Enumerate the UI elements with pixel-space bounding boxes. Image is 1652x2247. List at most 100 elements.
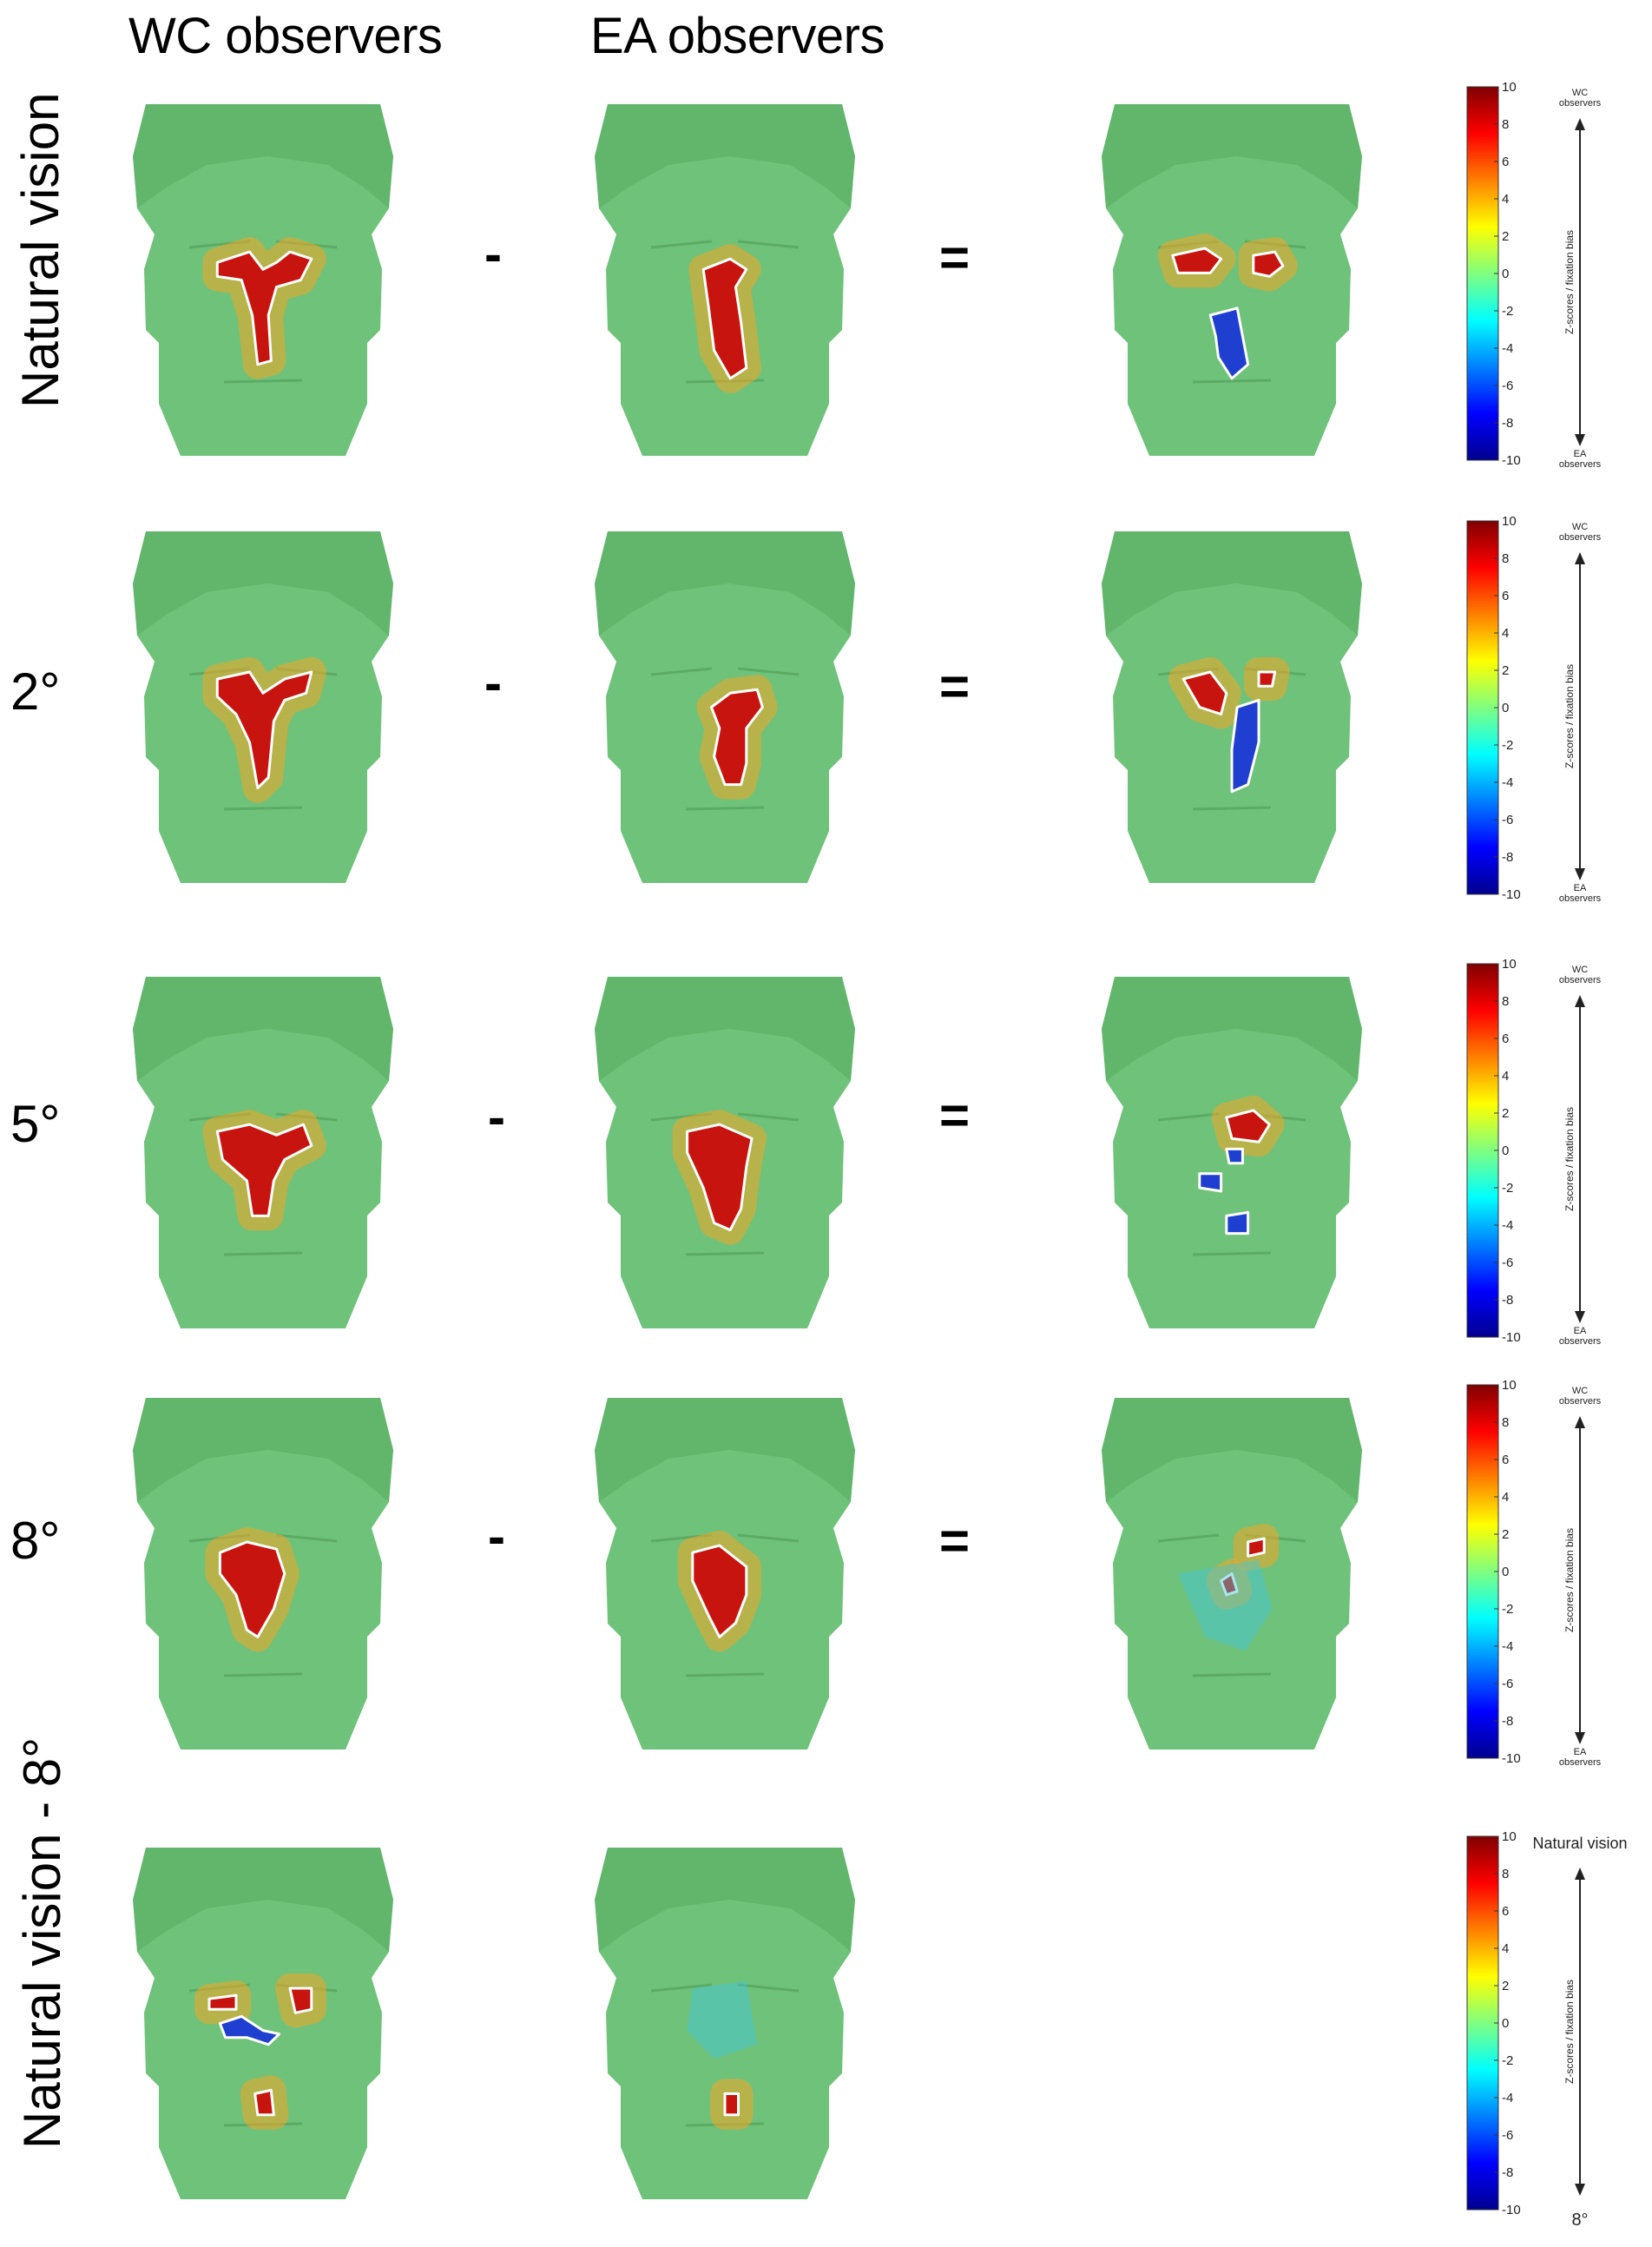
facial-feature-line: [223, 1251, 303, 1256]
colorbar-top-label: observers: [1559, 975, 1602, 985]
facial-feature-line: [650, 667, 713, 676]
colorbar-tick-label: -8: [1502, 416, 1513, 431]
hair-region: [133, 1398, 393, 1502]
facial-feature-line: [685, 1672, 765, 1677]
colorbar-bottom-label: EA: [1574, 1326, 1587, 1336]
wc-fixation-map: [133, 1398, 393, 1749]
significant-region-hot: [215, 250, 313, 366]
significant-region-hot: [686, 1123, 754, 1232]
row-label-8deg: 8°: [10, 1512, 61, 1570]
colorbar: 10 8 6 4 2 0 -2 -4 -6 -8 -10 Z-scores / fixation bi…: [1466, 1829, 1641, 2240]
colorbar-tick-label: 4: [1502, 192, 1509, 207]
hair-region: [595, 1398, 855, 1502]
facial-feature-line: [1157, 1112, 1220, 1122]
hair-region: [595, 977, 855, 1081]
significant-region-hot: [1247, 1537, 1266, 1558]
hair-region: [133, 977, 393, 1081]
equals-operator: =: [939, 1086, 971, 1144]
ea-fixation-map: [595, 104, 855, 456]
colorbar-axis-label: Z-scores / fixation bias: [1563, 230, 1576, 334]
significant-region-hot: [723, 2092, 740, 2117]
significant-region-hot: [215, 1123, 313, 1217]
cool-region: [687, 1980, 758, 2059]
colorbar-gradient: [1466, 520, 1499, 895]
colorbar-tick-label: -4: [1502, 1218, 1513, 1233]
ea-fixation-map: [595, 531, 855, 883]
hair-region: [595, 1848, 855, 1952]
colorbar-bottom-label: EA: [1574, 449, 1587, 459]
hair-region: [1102, 977, 1362, 1081]
colorbar-gradient: [1466, 1835, 1499, 2211]
colorbar-tick-label: -6: [1502, 813, 1513, 827]
colorbar-tick-label: -4: [1502, 2091, 1513, 2105]
ea-fixation-map: [595, 1398, 855, 1749]
colorbar-tick-label: -6: [1502, 379, 1513, 393]
face-silhouette: [133, 1848, 393, 2199]
colorbar-tick-label: -2: [1502, 2053, 1513, 2068]
colorbar-top-label: Natural vision: [1532, 1835, 1627, 1852]
colorbar-tick-label: 2: [1502, 1106, 1509, 1121]
colorbar-tick-label: -8: [1502, 850, 1513, 865]
colorbar-tick-label: -2: [1502, 1181, 1513, 1196]
facial-feature-line: [1192, 379, 1272, 384]
colorbar-tick-label: 8: [1502, 1867, 1509, 1881]
wc-fixation-map: [133, 1848, 393, 2199]
colorbar-tick-label: -2: [1502, 1602, 1513, 1617]
colorbar: 10 8 6 4 2 0 -2 -4 -6 -8 -10 Z-scores / fixation bi…: [1466, 80, 1641, 491]
significant-region-hot: [710, 688, 764, 787]
significant-region-cold: [218, 2014, 281, 2046]
significant-region-hot: [1181, 670, 1228, 716]
arrow-head-up: [1575, 552, 1585, 564]
colorbar-tick-label: -2: [1502, 304, 1513, 319]
arrow-head-down: [1575, 434, 1585, 446]
colorbar-tick-label: 4: [1502, 1490, 1509, 1505]
colorbar-axis-label: Z-scores / fixation bias: [1563, 1107, 1576, 1211]
facial-feature-line: [275, 1533, 338, 1543]
row-label-2deg: 2°: [10, 662, 61, 721]
cool-region: [1178, 1559, 1273, 1651]
colorbar-top-label: observers: [1559, 532, 1602, 543]
colorbar-tick-label: -10: [1502, 2203, 1521, 2217]
facial-feature-line: [223, 1672, 303, 1677]
colorbar-tick-label: -6: [1502, 1255, 1513, 1270]
significant-region-hot: [207, 1993, 238, 2011]
arrow-head-up: [1575, 1416, 1585, 1428]
colorbar-tick-label: 2: [1502, 1527, 1509, 1542]
colorbar-tick-label: 10: [1502, 957, 1517, 972]
colorbar-tick-label: 6: [1502, 589, 1509, 603]
facial-feature-line: [737, 1533, 800, 1543]
ea-fixation-map: [595, 1848, 855, 2199]
equals-operator: =: [939, 657, 971, 715]
significant-region-cold: [1225, 1210, 1250, 1236]
facial-feature-line: [737, 667, 800, 676]
facial-feature-line: [1157, 1533, 1220, 1543]
difference-fixation-map: [1102, 977, 1362, 1328]
significant-region-hot: [288, 1987, 313, 2014]
hair-region: [133, 1848, 393, 1952]
colorbar-tick-label: -2: [1502, 738, 1513, 753]
significant-region-hot: [1257, 670, 1277, 688]
colorbar-top-label: WC: [1572, 522, 1588, 532]
facial-feature-line: [223, 806, 303, 811]
facial-feature-line: [223, 379, 303, 384]
column-header-wc: WC observers: [128, 8, 443, 64]
colorbar-gradient: [1466, 963, 1499, 1338]
colorbar-bottom-label: 8°: [1571, 2211, 1588, 2230]
row-label-natural-vision: Natural vision: [11, 92, 69, 409]
facial-feature-line: [650, 240, 713, 249]
colorbar-bottom-label: observers: [1559, 1336, 1602, 1347]
colorbar-bottom-label: observers: [1559, 1757, 1602, 1768]
colorbar-tick-label: 2: [1502, 1979, 1509, 1993]
facial-feature-line: [737, 1983, 800, 1993]
colorbar-tick-label: -6: [1502, 2128, 1513, 2143]
minus-operator: -: [484, 225, 502, 283]
colorbar-tick-label: -4: [1502, 1639, 1513, 1654]
face-silhouette: [595, 1848, 855, 2199]
colorbar-tick-label: 8: [1502, 551, 1509, 566]
colorbar-top-label: WC: [1572, 965, 1588, 975]
column-header-ea: EA observers: [590, 8, 885, 64]
colorbar-axis-label: Z-scores / fixation bias: [1563, 1528, 1576, 1632]
colorbar-gradient: [1466, 86, 1499, 461]
colorbar-tick-label: -8: [1502, 1293, 1513, 1308]
colorbar-tick-label: 10: [1502, 514, 1517, 529]
